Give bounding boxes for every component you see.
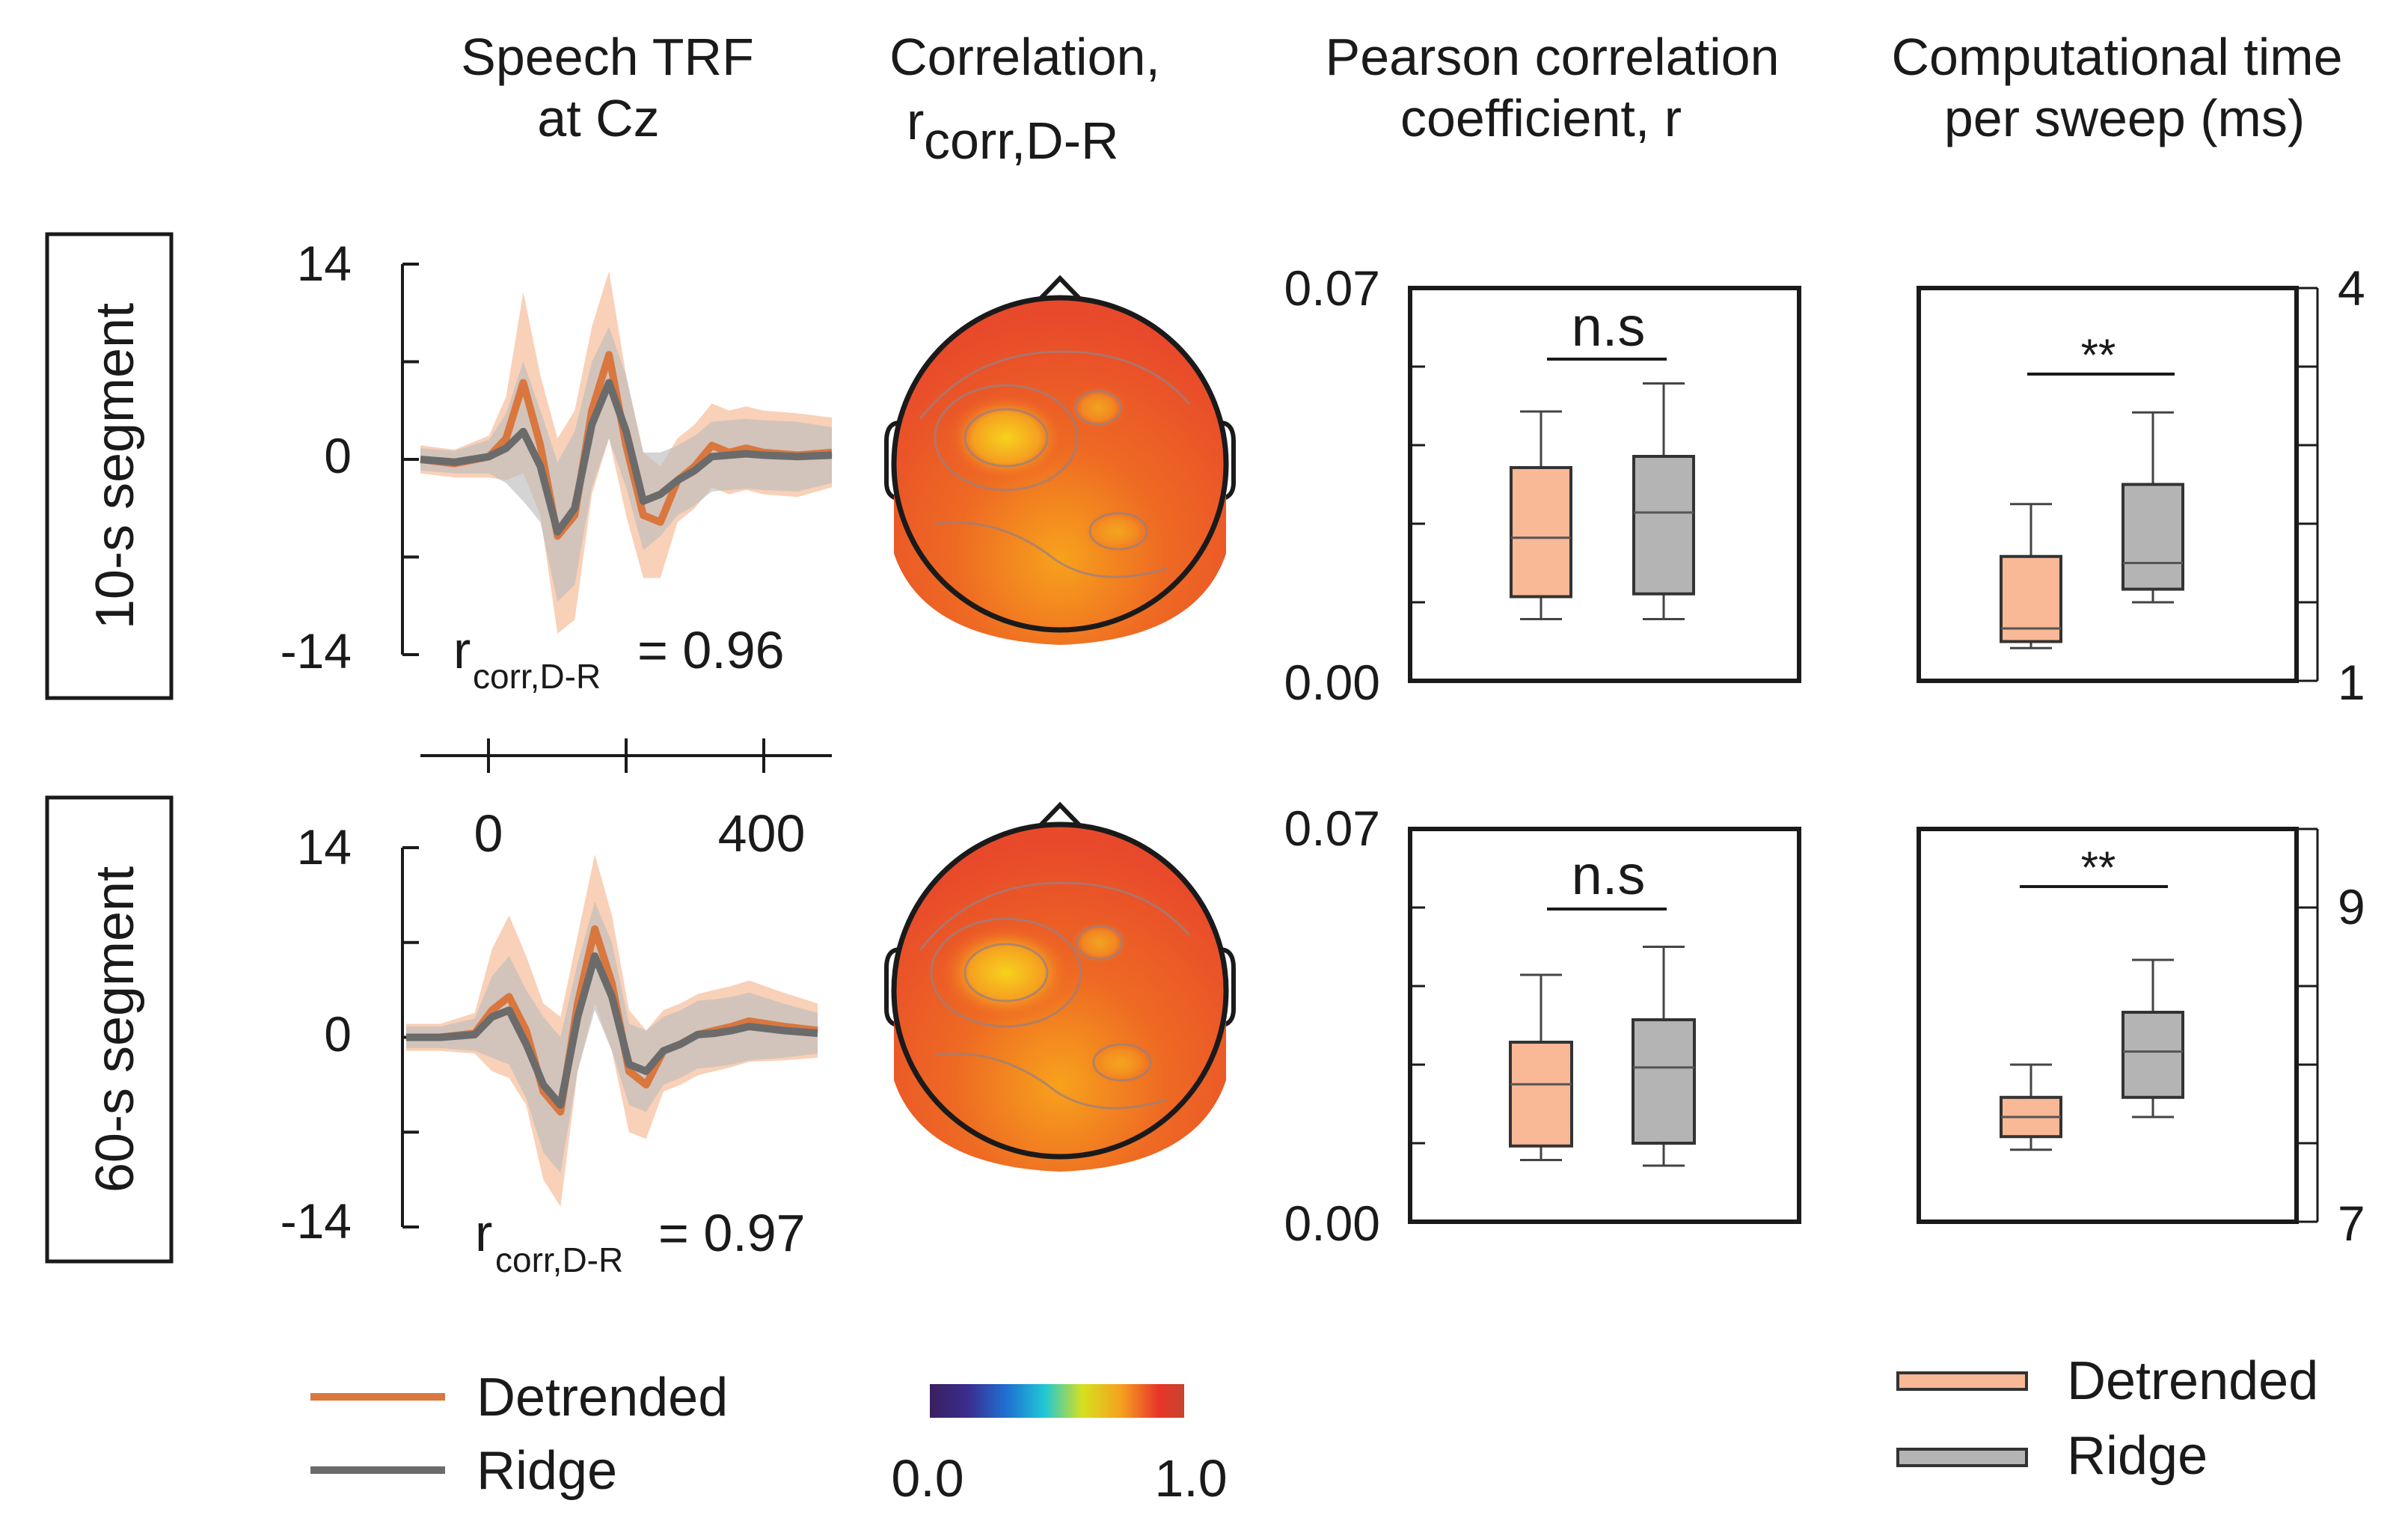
y-tick-label: 1: [2338, 655, 2365, 710]
legend-ridge-label: Ridge: [2067, 1426, 2208, 1486]
topo-head-outline: [891, 295, 1229, 633]
legend-detrended-label: Detrended: [2067, 1351, 2318, 1411]
colorbar-min-label: 0.0: [891, 1449, 963, 1508]
trf-legend: Detrended Ridge: [310, 1368, 728, 1501]
topo-hotspot: [1088, 1040, 1156, 1085]
y-tick-label: -14: [281, 1193, 352, 1249]
header-pearson-line2: coefficient, r: [1400, 89, 1682, 147]
rcorr-value: = 0.97: [658, 1204, 806, 1262]
time-box-10s: 4 1 **: [1917, 260, 2365, 710]
trf-panel-10s: 14 0 -14 r corr,D-R = 0.96: [281, 236, 833, 696]
trf-line-ridge: [420, 379, 833, 536]
header-corr-r: r: [907, 92, 924, 150]
y-tick-label: 0.07: [1284, 260, 1380, 316]
topo-hotspot: [939, 924, 1073, 1021]
rcorr-sub: corr,D-R: [495, 1240, 623, 1279]
box-ridge: [1632, 1018, 1696, 1145]
box-legend: Detrended Ridge: [1896, 1351, 2318, 1486]
colorbar-gradient: [930, 1384, 1184, 1418]
time-axis-tick-label: 0: [474, 804, 503, 863]
column-headers: Speech TRF at Cz Correlation, r corr,D-R…: [461, 28, 2342, 170]
row-label-text: 60-s segment: [85, 866, 145, 1193]
header-time-line1: Computational time: [1891, 28, 2342, 86]
legend-detrended-label: Detrended: [477, 1368, 728, 1427]
panel-frame: [1917, 827, 2299, 1224]
y-tick-label: 0: [324, 1006, 352, 1062]
row-label-text: 10-s segment: [85, 303, 145, 629]
time-box-60s: 9 7 **: [1917, 827, 2365, 1251]
rcorr-annotation: r corr,D-R = 0.97: [475, 1204, 806, 1279]
header-time-line2: per sweep (ms): [1944, 89, 2305, 147]
y-tick-label: 9: [2338, 879, 2365, 934]
topo-contours: [919, 881, 1191, 1110]
box-ridge: [2121, 1011, 2184, 1099]
trf-band-ridge: [420, 326, 832, 602]
pearson-box-10s: 0.07 0.00 n.s: [1284, 260, 1801, 710]
header-pearson-line1: Pearson correlation: [1326, 28, 1780, 86]
rcorr-main: r: [453, 621, 471, 679]
header-corr-line1: Correlation,: [889, 28, 1160, 86]
topo-contours: [919, 350, 1191, 578]
topo-hotspot: [1085, 509, 1152, 554]
y-tick-label: 0.00: [1284, 1196, 1380, 1251]
significance-label: **: [2081, 842, 2116, 893]
topo-nose: [1036, 275, 1084, 303]
y-tick-label: 14: [297, 819, 352, 875]
time-axis: 0 400: [420, 738, 832, 863]
trf-band-ridge: [406, 902, 818, 1173]
topo-hotspot: [946, 393, 1066, 483]
panel-frame: [1917, 286, 2299, 683]
trf-line-ridge: [406, 952, 818, 1109]
topo-head-outline: [891, 821, 1229, 1160]
significance-label: n.s: [1572, 296, 1646, 358]
y-tick-label: 7: [2338, 1196, 2365, 1251]
legend-ridge-swatch: [1896, 1448, 2028, 1467]
trf-panel-60s: 14 0 -14 r corr,D-R = 0.97: [281, 819, 818, 1279]
pearson-box-60s: 0.07 0.00 n.s: [1284, 801, 1801, 1251]
rcorr-main: r: [475, 1204, 492, 1262]
row-label-60s: 60-s segment: [45, 795, 174, 1264]
header-corr-sub: corr,D-R: [924, 111, 1119, 170]
y-tick-label: 4: [2338, 260, 2365, 316]
y-tick-label: 0.00: [1284, 655, 1380, 710]
rcorr-annotation: r corr,D-R = 0.96: [453, 621, 785, 696]
panel-frame: [1408, 286, 1801, 683]
row-label-10s: 10-s segment: [45, 232, 174, 700]
box-ridge: [2121, 483, 2184, 591]
colorbar: 0.0 1.0: [891, 1384, 1228, 1508]
panel-frame: [1408, 827, 1801, 1224]
significance-label: n.s: [1572, 844, 1646, 906]
y-tick-label: 0: [324, 428, 352, 483]
rcorr-value: = 0.96: [637, 621, 785, 679]
header-trf-line2: at Cz: [537, 89, 659, 147]
header-trf-line1: Speech TRF: [461, 28, 754, 86]
legend-ridge-label: Ridge: [477, 1441, 617, 1501]
row-label-box: [45, 232, 174, 700]
y-tick-label: 0.07: [1284, 801, 1380, 856]
colorbar-max-label: 1.0: [1154, 1449, 1227, 1508]
rcorr-sub: corr,D-R: [473, 657, 601, 696]
box-ridge: [1632, 455, 1695, 596]
topo-nose: [1036, 801, 1084, 830]
row-label-box: [45, 795, 174, 1264]
box-detrended: [1510, 466, 1572, 599]
topoplot-10s: [884, 275, 1236, 645]
significance-label: **: [2081, 330, 2116, 380]
y-tick-label: -14: [281, 623, 352, 679]
box-detrended: [1509, 1041, 1573, 1148]
legend-detrended-swatch: [1896, 1371, 2028, 1391]
y-tick-label: 14: [297, 236, 352, 291]
time-axis-tick-label: 400: [718, 804, 806, 863]
topoplot-60s: [884, 801, 1236, 1172]
